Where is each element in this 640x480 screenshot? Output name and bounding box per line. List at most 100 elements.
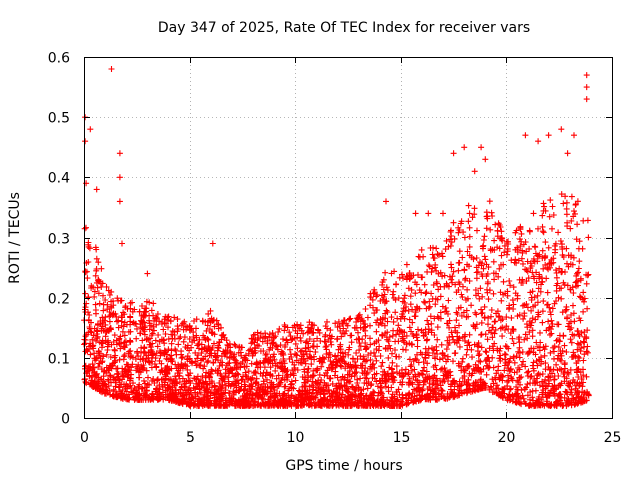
data-point	[406, 340, 413, 347]
outlier-point	[461, 144, 468, 151]
data-point	[563, 389, 570, 396]
data-point	[164, 386, 171, 393]
data-point	[569, 331, 576, 338]
data-point	[87, 351, 94, 358]
data-point	[260, 348, 267, 354]
data-point	[317, 398, 324, 405]
data-point	[545, 389, 552, 396]
data-point	[317, 357, 324, 363]
data-point	[163, 355, 170, 362]
data-point	[521, 302, 528, 309]
data-point	[474, 268, 481, 275]
data-point	[323, 351, 330, 357]
data-point	[341, 394, 348, 401]
data-point	[89, 380, 96, 387]
data-point	[321, 338, 328, 345]
data-point	[233, 357, 240, 364]
data-point	[433, 267, 440, 274]
data-point	[98, 325, 105, 332]
data-point	[403, 400, 410, 407]
data-point	[268, 394, 274, 401]
data-point	[407, 363, 414, 370]
data-point	[530, 303, 537, 310]
data-point	[82, 362, 89, 369]
data-point	[422, 345, 429, 352]
data-point	[574, 198, 581, 205]
data-point	[481, 253, 488, 260]
data-point	[416, 305, 423, 312]
data-point	[186, 336, 193, 342]
data-point	[560, 332, 567, 339]
data-point	[492, 385, 499, 392]
data-point	[409, 306, 416, 313]
data-point	[352, 325, 359, 332]
data-point	[510, 355, 517, 361]
data-point	[564, 223, 571, 230]
data-point	[369, 361, 376, 368]
data-point	[146, 320, 153, 327]
data-point	[334, 362, 341, 369]
data-point	[135, 383, 142, 390]
data-point	[525, 402, 532, 409]
data-point	[135, 396, 142, 403]
data-point	[518, 255, 525, 262]
x-tick-label: 5	[186, 430, 195, 446]
data-point	[114, 394, 120, 401]
data-point	[433, 245, 440, 252]
data-point	[248, 340, 255, 347]
data-point	[579, 245, 586, 252]
data-point	[334, 335, 341, 342]
data-point	[146, 299, 153, 306]
data-point	[455, 383, 462, 390]
data-point	[399, 298, 406, 305]
data-point	[141, 312, 147, 319]
data-point	[349, 384, 356, 391]
data-point	[411, 366, 418, 373]
data-point	[114, 295, 121, 302]
data-point	[125, 329, 132, 335]
data-point	[252, 336, 259, 343]
data-point	[364, 399, 371, 405]
data-point	[125, 350, 132, 357]
data-point	[223, 399, 230, 406]
data-point	[418, 327, 425, 334]
data-point	[187, 370, 194, 377]
data-point	[147, 359, 153, 366]
data-point	[525, 373, 531, 379]
data-point	[264, 376, 270, 383]
data-point	[108, 379, 114, 386]
data-point	[336, 357, 343, 364]
data-point	[184, 366, 191, 373]
data-point	[546, 380, 553, 387]
data-point	[456, 335, 463, 342]
data-point	[142, 380, 148, 387]
data-point	[484, 336, 491, 343]
data-point	[348, 332, 355, 339]
data-point	[379, 281, 386, 288]
data-point	[489, 213, 496, 219]
data-point	[574, 369, 580, 376]
data-point	[455, 259, 462, 266]
data-point	[174, 323, 181, 330]
data-point	[561, 361, 568, 368]
data-point	[149, 377, 155, 384]
data-point	[504, 397, 511, 404]
data-point	[389, 291, 396, 298]
data-point	[524, 392, 531, 399]
data-point	[576, 341, 583, 348]
data-point	[219, 377, 226, 384]
data-point	[567, 336, 574, 343]
data-point	[250, 332, 257, 339]
data-point	[190, 384, 197, 391]
data-point	[574, 346, 581, 353]
data-point	[100, 387, 107, 394]
data-point	[363, 380, 370, 387]
data-point	[420, 332, 427, 339]
data-point	[112, 358, 119, 365]
data-point	[389, 398, 396, 405]
outlier-point	[93, 186, 100, 193]
data-point	[264, 384, 271, 391]
data-point	[518, 361, 525, 368]
data-point	[431, 315, 438, 322]
data-point	[531, 294, 538, 301]
